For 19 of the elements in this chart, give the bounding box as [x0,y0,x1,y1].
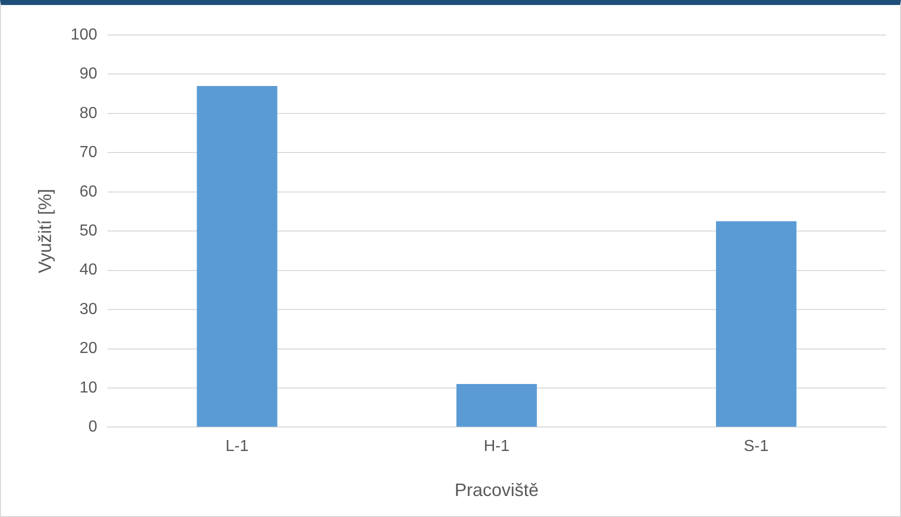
bar [456,384,537,427]
y-tick-label: 0 [88,418,98,436]
y-tick-label: 20 [80,340,98,358]
y-axis-title: Využití [%] [34,188,55,274]
y-tick-label: 10 [80,379,98,396]
x-tick-label: S-1 [744,438,769,456]
y-tick-label: 30 [80,300,98,318]
x-tick-label: H-1 [484,438,510,456]
y-tick-label: 70 [80,144,98,162]
y-tick-label: 90 [80,66,98,83]
y-tick-label: 80 [80,104,98,122]
x-tick-label: L-1 [226,438,249,456]
y-tick-label: 40 [80,262,98,279]
bar [716,221,796,427]
bar [196,86,278,427]
y-tick-label: 60 [80,183,98,200]
y-tick-label: 50 [80,222,98,240]
x-axis-title: Pracoviště [454,480,539,500]
y-tick-label: 100 [70,26,98,44]
